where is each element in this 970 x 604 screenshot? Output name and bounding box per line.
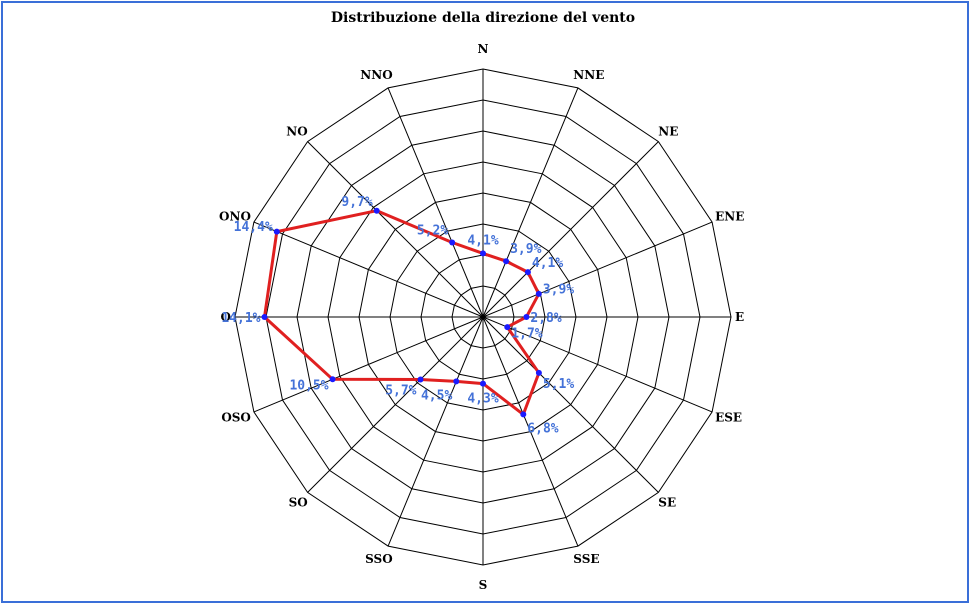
data-point-s — [480, 380, 486, 387]
direction-labels: N NNE NE ENE E ESE SE SSE S SSO SO OSO O ONO NO NNO — [219, 42, 744, 592]
value-label-so: 5,7% — [385, 383, 416, 398]
value-label-n: 4,1% — [467, 233, 498, 248]
value-label-ne: 4,1% — [532, 256, 563, 271]
spoke-nno — [387, 87, 484, 318]
data-point-ono — [273, 228, 280, 235]
series-wind-frequency — [261, 207, 542, 418]
spoke-ne — [482, 141, 659, 318]
data-point-oso — [329, 376, 336, 383]
value-label-no: 9,7% — [341, 195, 372, 210]
direction-label-e: E — [735, 310, 744, 324]
value-label-sso: 4,5% — [421, 388, 452, 403]
direction-label-nno: NNO — [360, 68, 392, 82]
spoke-sso — [387, 316, 484, 547]
direction-label-n: N — [478, 42, 489, 56]
data-point-no — [373, 207, 380, 214]
direction-label-sso: SSO — [365, 552, 393, 566]
direction-spokes — [235, 69, 731, 565]
value-label-o: 14,1% — [221, 311, 260, 326]
data-point-nne — [503, 258, 510, 265]
spoke-ono — [253, 221, 484, 318]
value-label-nno: 5,2% — [417, 224, 448, 239]
direction-label-o: O — [221, 310, 231, 324]
direction-label-ne: NE — [658, 125, 678, 139]
spoke-sse — [482, 316, 579, 547]
value-label-sse: 6,8% — [527, 421, 558, 436]
data-point-o — [261, 314, 268, 320]
data-point-sse — [520, 411, 527, 418]
data-point-se — [535, 369, 542, 376]
direction-label-no: NO — [286, 125, 307, 139]
direction-label-nne: NNE — [573, 68, 604, 82]
value-label-s: 4,3% — [467, 392, 498, 407]
value-label-ono: 14,4% — [234, 220, 273, 235]
value-label-oso: 10,5% — [289, 379, 328, 394]
data-point-e — [523, 314, 530, 320]
data-point-ne — [524, 269, 531, 276]
value-labels: 4,1%3,9%4,1%3,9%2,8%1,7%5,1%6,8%4,3%4,5%… — [221, 195, 574, 436]
direction-label-ese: ESE — [715, 410, 742, 424]
direction-label-s: S — [479, 578, 488, 592]
data-point-nno — [449, 239, 456, 246]
spoke-ene — [482, 221, 713, 318]
spoke-no — [307, 141, 484, 318]
data-point-ene — [535, 290, 542, 297]
data-point-ese — [504, 324, 511, 331]
data-point-n — [480, 250, 486, 257]
direction-label-se: SE — [658, 495, 676, 509]
value-label-e: 2,8% — [530, 311, 561, 326]
value-label-ene: 3,9% — [543, 283, 574, 298]
data-point-so — [417, 376, 424, 383]
direction-label-so: SO — [289, 495, 308, 509]
value-label-nne: 3,9% — [510, 242, 541, 257]
value-label-ese: 1,7% — [511, 326, 542, 341]
direction-label-oso: OSO — [221, 410, 251, 424]
spoke-so — [307, 316, 484, 493]
spoke-oso — [253, 316, 484, 413]
spoke-se — [482, 316, 659, 493]
chart-title: Distribuzione della direzione del vento — [330, 10, 636, 26]
direction-label-ene: ENE — [715, 210, 744, 224]
direction-label-sse: SSE — [573, 552, 599, 566]
value-label-se: 5,1% — [543, 377, 574, 392]
data-point-sso — [453, 378, 460, 385]
direction-label-ono: ONO — [219, 210, 251, 224]
spoke-ese — [482, 316, 713, 413]
spoke-nne — [482, 87, 579, 318]
